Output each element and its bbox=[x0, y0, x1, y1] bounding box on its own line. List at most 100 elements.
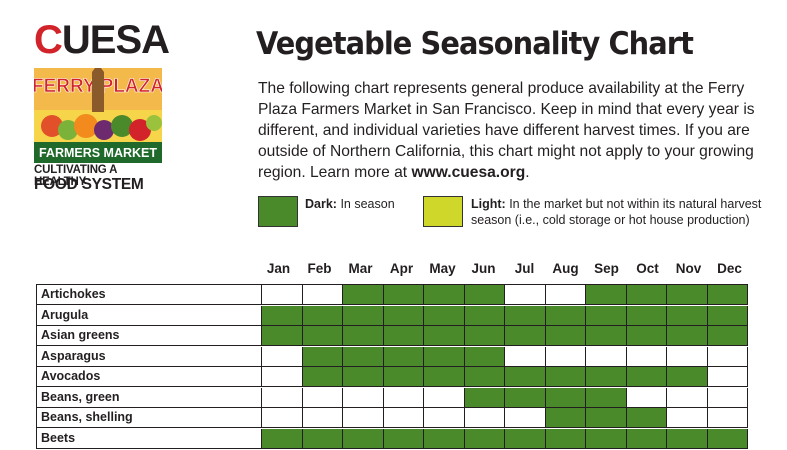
season-cell bbox=[626, 367, 667, 387]
season-cell bbox=[505, 408, 546, 428]
season-cell bbox=[302, 408, 343, 428]
season-cell bbox=[343, 326, 384, 346]
season-cell bbox=[262, 408, 303, 428]
table-row: Asparagus bbox=[37, 346, 748, 368]
season-cell bbox=[707, 367, 748, 387]
season-cell bbox=[626, 285, 667, 305]
season-cell bbox=[545, 428, 586, 449]
season-cell bbox=[383, 346, 424, 367]
season-cell bbox=[464, 408, 505, 428]
season-cell bbox=[424, 326, 465, 346]
month-header: Jul bbox=[514, 261, 535, 276]
svg-text:FARMERS MARKET: FARMERS MARKET bbox=[39, 146, 157, 160]
season-cell bbox=[464, 346, 505, 367]
season-cell bbox=[626, 346, 667, 367]
season-cell bbox=[383, 367, 424, 387]
season-cell bbox=[262, 285, 303, 305]
logo-tagline-1: CULTIVATING A HEALTHY bbox=[34, 164, 117, 188]
vegetable-name: Asian greens bbox=[37, 326, 262, 346]
season-cell bbox=[383, 305, 424, 326]
season-cell bbox=[262, 387, 303, 408]
month-header: Mar bbox=[348, 261, 373, 276]
season-cell bbox=[586, 428, 627, 449]
season-cell bbox=[667, 408, 708, 428]
season-cell bbox=[667, 326, 708, 346]
season-cell bbox=[586, 346, 627, 367]
table-row: Artichokes bbox=[37, 285, 748, 306]
season-cell bbox=[667, 305, 708, 326]
season-cell bbox=[626, 428, 667, 449]
month-header: Apr bbox=[389, 261, 414, 276]
logo-tagline-2: FOOD SYSTEM bbox=[34, 176, 144, 193]
season-cell bbox=[505, 285, 546, 305]
season-cell bbox=[586, 367, 627, 387]
season-cell bbox=[343, 408, 384, 428]
month-header: Jun bbox=[471, 261, 496, 276]
season-cell bbox=[667, 428, 708, 449]
season-cell bbox=[505, 326, 546, 346]
season-cell bbox=[424, 408, 465, 428]
season-cell bbox=[464, 367, 505, 387]
cuesa-website-link[interactable]: www.cuesa.org bbox=[411, 164, 526, 181]
season-cell bbox=[667, 367, 708, 387]
season-cell bbox=[545, 408, 586, 428]
season-cell bbox=[343, 428, 384, 449]
season-cell bbox=[626, 408, 667, 428]
vegetable-name: Asparagus bbox=[37, 346, 262, 367]
vegetable-name: Beans, shelling bbox=[37, 408, 262, 428]
season-cell bbox=[343, 387, 384, 408]
season-cell bbox=[586, 326, 627, 346]
month-header: Jan bbox=[266, 261, 291, 276]
season-cell bbox=[707, 346, 748, 367]
season-cell bbox=[464, 326, 505, 346]
legend-dark-swatch bbox=[258, 196, 298, 227]
season-cell bbox=[383, 326, 424, 346]
season-cell bbox=[464, 305, 505, 326]
season-cell bbox=[707, 326, 748, 346]
table-row: Asian greens bbox=[37, 326, 748, 347]
season-cell bbox=[302, 346, 343, 367]
vegetable-name: Beets bbox=[37, 428, 262, 449]
season-cell bbox=[505, 428, 546, 449]
page-title: Vegetable Seasonality Chart bbox=[256, 26, 694, 62]
vegetable-name: Arugula bbox=[37, 305, 262, 326]
season-cell bbox=[302, 305, 343, 326]
season-cell bbox=[505, 367, 546, 387]
month-header: Sep bbox=[594, 261, 619, 276]
month-header: Feb bbox=[307, 261, 332, 276]
season-cell bbox=[383, 428, 424, 449]
month-header: Oct bbox=[636, 261, 659, 276]
season-cell bbox=[545, 346, 586, 367]
season-cell bbox=[545, 285, 586, 305]
season-cell bbox=[707, 387, 748, 408]
season-cell bbox=[626, 305, 667, 326]
table-row: Beans, shelling bbox=[37, 408, 748, 429]
season-cell bbox=[464, 428, 505, 449]
season-cell bbox=[545, 387, 586, 408]
month-header: Aug bbox=[552, 261, 579, 276]
season-cell bbox=[667, 387, 708, 408]
table-row: Beets bbox=[37, 428, 748, 450]
season-cell bbox=[424, 346, 465, 367]
vegetable-name: Avocados bbox=[37, 367, 262, 387]
season-cell bbox=[424, 367, 465, 387]
season-cell bbox=[343, 285, 384, 305]
season-cell bbox=[707, 428, 748, 449]
season-cell bbox=[424, 428, 465, 449]
season-cell bbox=[586, 305, 627, 326]
season-cell bbox=[302, 367, 343, 387]
season-cell bbox=[262, 305, 303, 326]
season-cell bbox=[505, 387, 546, 408]
season-cell bbox=[302, 428, 343, 449]
table-row: Arugula bbox=[37, 305, 748, 327]
season-cell bbox=[667, 285, 708, 305]
season-cell bbox=[545, 305, 586, 326]
table-row: Beans, green bbox=[37, 387, 748, 409]
season-cell bbox=[626, 387, 667, 408]
season-cell bbox=[505, 305, 546, 326]
season-cell bbox=[262, 326, 303, 346]
season-cell bbox=[586, 285, 627, 305]
season-cell bbox=[667, 346, 708, 367]
season-cell bbox=[545, 367, 586, 387]
vegetable-name: Artichokes bbox=[37, 285, 262, 305]
